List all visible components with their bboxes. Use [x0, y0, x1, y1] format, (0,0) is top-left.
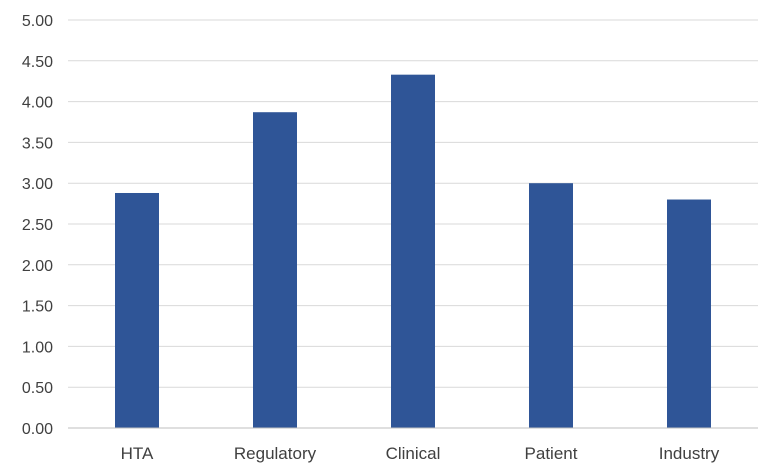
y-tick-label: 4.00 — [22, 95, 53, 112]
y-axis-tick-labels: 0.00 0.50 1.00 1.50 2.00 2.50 3.00 3.50 4.00 4.50… — [22, 13, 53, 438]
y-tick-label: 0.50 — [22, 380, 53, 397]
bar-industry — [667, 200, 711, 428]
x-axis-category-labels: HTA Regulatory Clinical Patient Industry — [121, 444, 720, 463]
y-tick-label: 1.50 — [22, 299, 53, 316]
y-tick-label: 4.50 — [22, 54, 53, 71]
bar-patient — [529, 183, 573, 428]
y-tick-label: 3.00 — [22, 176, 53, 193]
y-tick-label: 2.00 — [22, 258, 53, 275]
bar-hta — [115, 193, 159, 428]
x-category-label: Patient — [525, 444, 578, 463]
bar-regulatory — [253, 112, 297, 428]
y-tick-label: 5.00 — [22, 13, 53, 30]
y-tick-label: 2.50 — [22, 217, 53, 234]
y-tick-label: 3.50 — [22, 135, 53, 152]
bars — [115, 75, 711, 428]
bar-clinical — [391, 75, 435, 428]
x-category-label: Regulatory — [234, 444, 317, 463]
y-tick-label: 0.00 — [22, 421, 53, 438]
y-tick-label: 1.00 — [22, 339, 53, 356]
x-category-label: Clinical — [386, 444, 441, 463]
x-category-label: HTA — [121, 444, 154, 463]
x-category-label: Industry — [659, 444, 720, 463]
